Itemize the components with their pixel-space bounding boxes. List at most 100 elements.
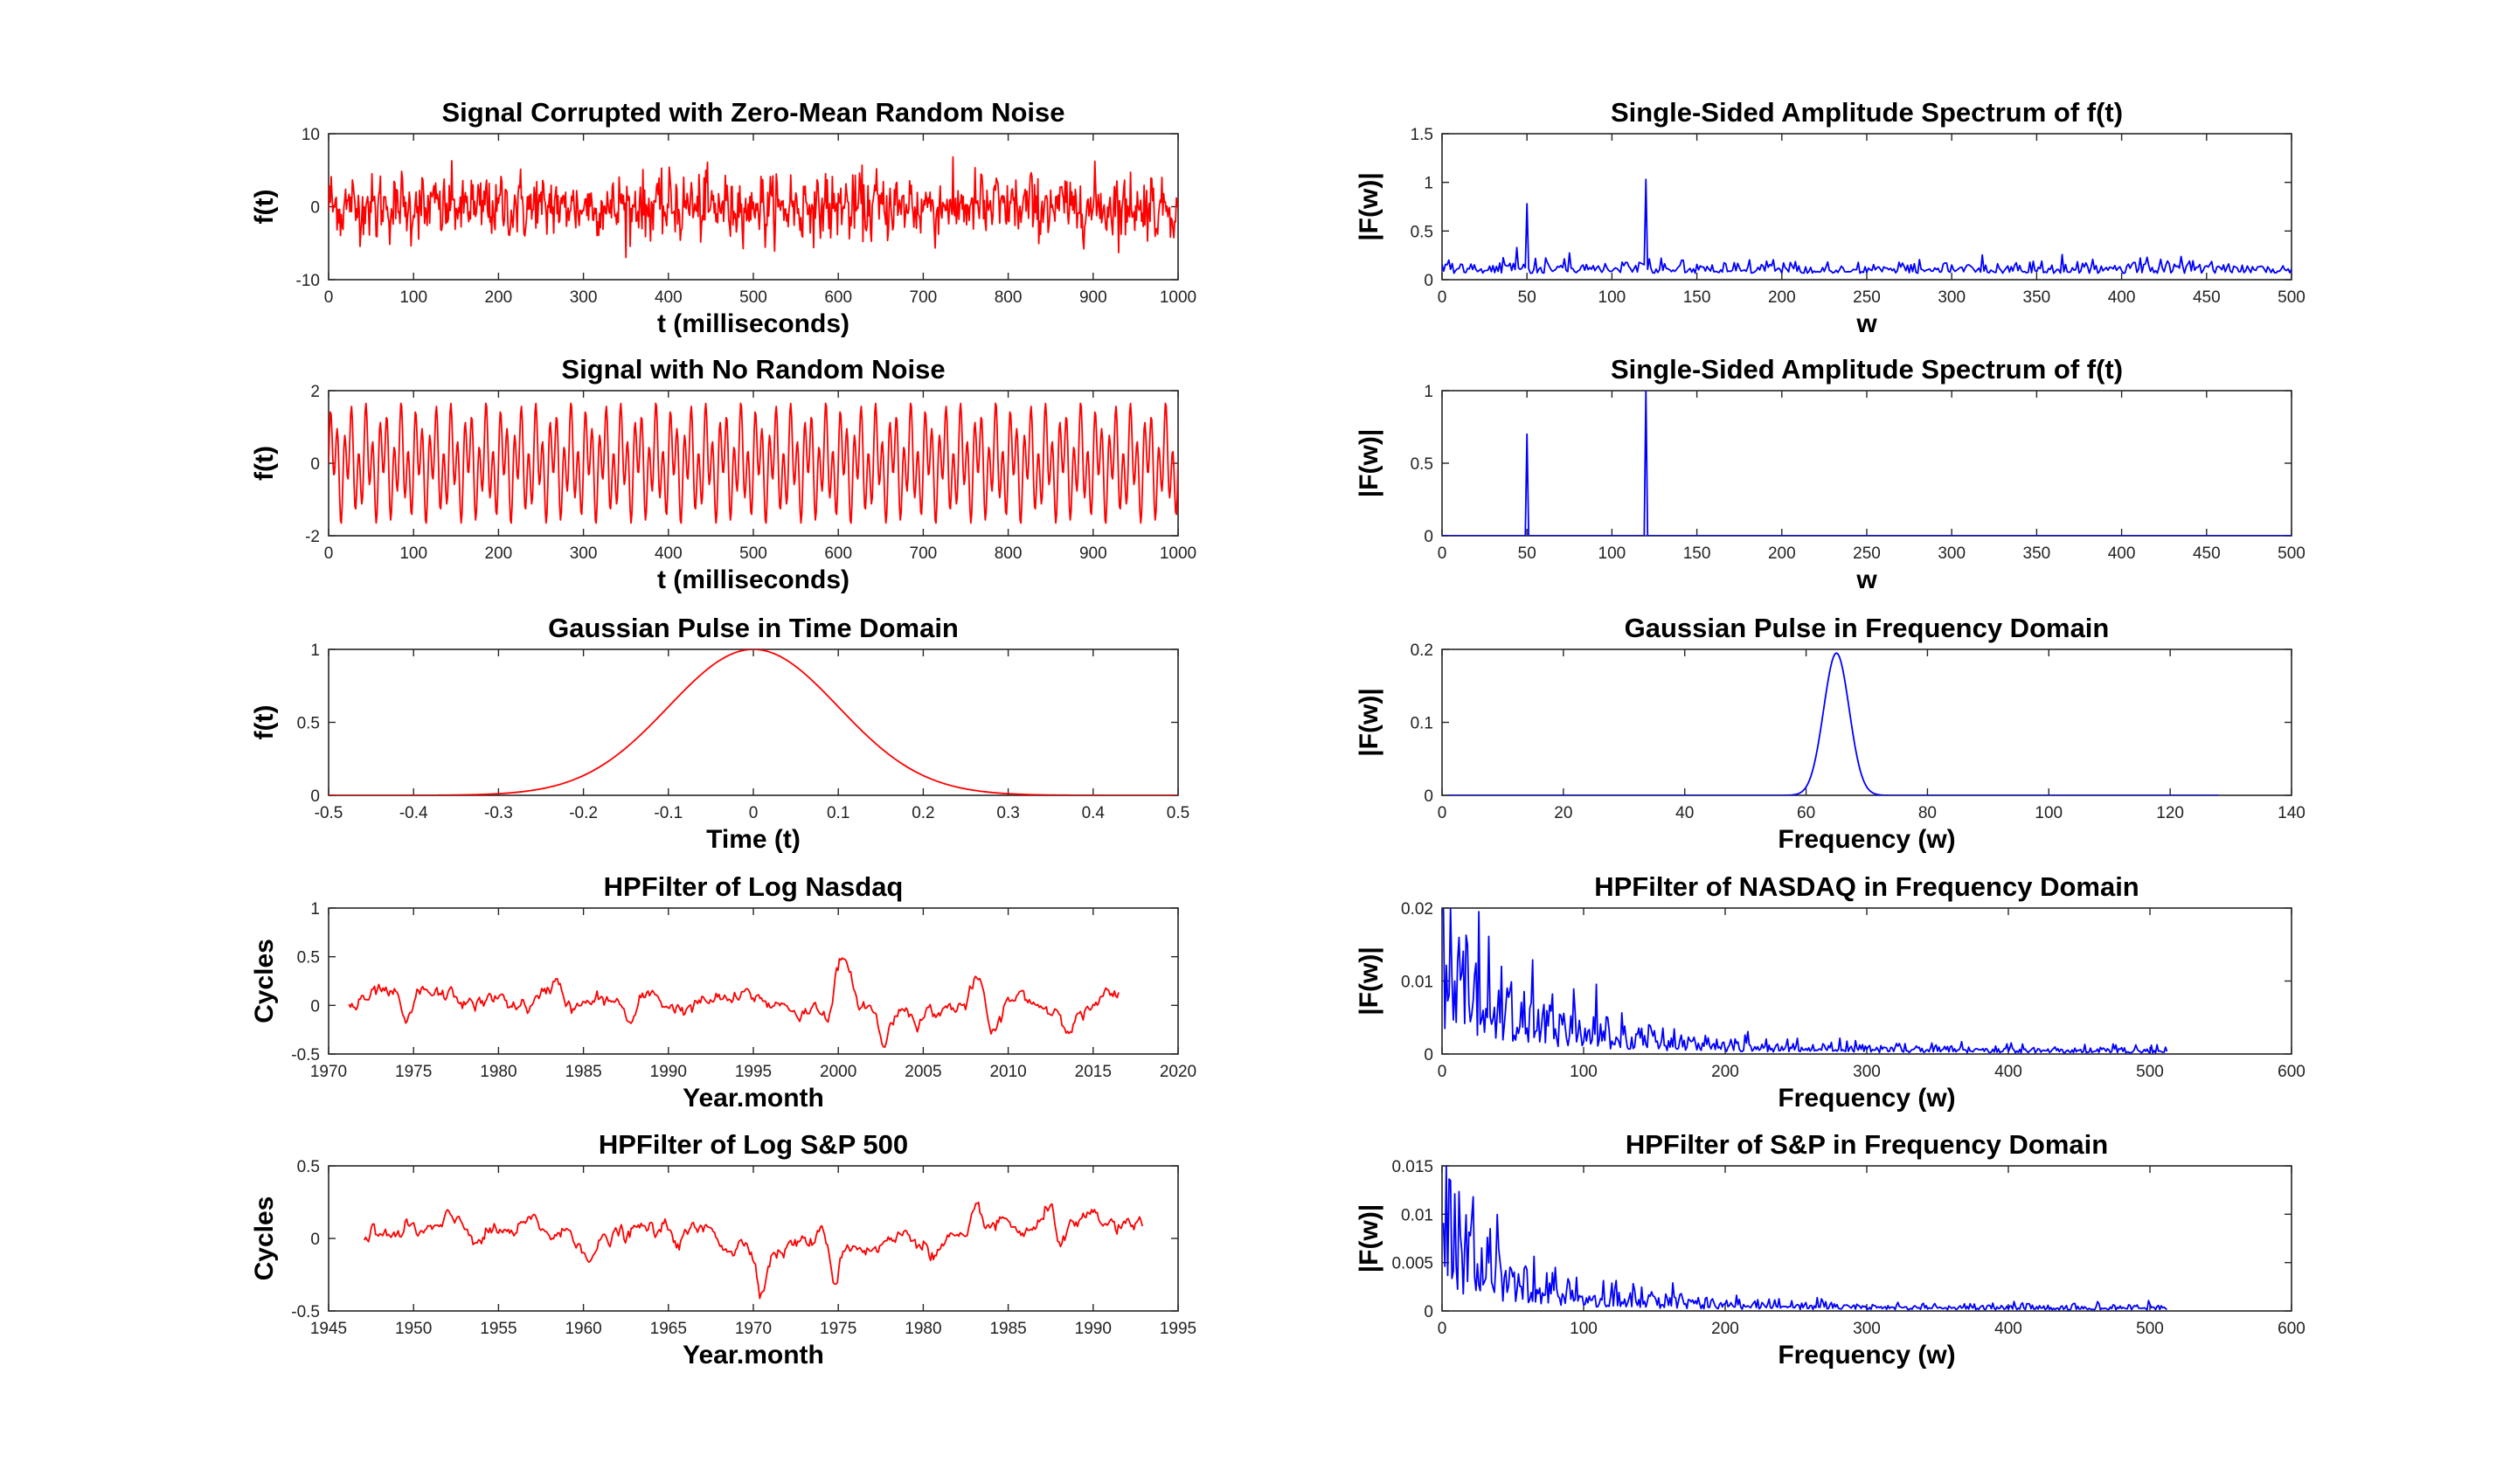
y-tick-label: 1 <box>1424 383 1433 401</box>
y-tick-label: 0.02 <box>1401 900 1433 919</box>
series-line-0 <box>329 402 1178 524</box>
plot-area <box>328 648 1179 796</box>
x-axis-label: Time (t) <box>706 825 801 854</box>
x-tick-label: 600 <box>2278 1063 2306 1081</box>
chart-panel-clean-spectrum: 0 50 100 150 200 250 300 350 400 450 500 0 0.5 1 Singl… <box>1355 354 2306 594</box>
x-tick-label: -0.5 <box>315 804 343 822</box>
x-tick-label: 200 <box>1711 1063 1739 1081</box>
x-tick-label: 400 <box>1994 1063 2022 1081</box>
x-tick-label: 120 <box>2156 804 2184 822</box>
plot-area <box>328 907 1179 1055</box>
x-tick-label: -0.2 <box>569 804 598 822</box>
chart-title: Gaussian Pulse in Time Domain <box>548 613 959 643</box>
chart-title: HPFilter of Log Nasdaq <box>604 871 904 902</box>
chart-panel-nasdaq-cycles: 1970 1975 1980 1985 1990 1995 2000 2005 2010 2015… <box>250 871 1196 1113</box>
x-tick-label: 300 <box>1853 1063 1881 1081</box>
x-tick-label: -0.4 <box>399 804 428 822</box>
x-tick-label: 500 <box>2136 1320 2164 1338</box>
x-tick-label: 300 <box>570 544 598 563</box>
x-tick-label: 1970 <box>310 1063 347 1081</box>
y-tick-label: 0 <box>1424 1046 1433 1064</box>
x-tick-label: 1995 <box>735 1063 772 1081</box>
y-tick-label: 1.5 <box>1411 126 1433 144</box>
y-tick-label: 0.5 <box>297 1158 320 1176</box>
chart-title: Signal with No Random Noise <box>561 354 945 385</box>
x-axis-label: Frequency (w) <box>1778 1084 1955 1113</box>
x-tick-label: 60 <box>1797 804 1815 822</box>
x-tick-label: 500 <box>739 288 767 307</box>
x-tick-label: 1995 <box>1160 1320 1196 1338</box>
x-tick-label: 0 <box>1438 804 1447 822</box>
y-tick-label: 0 <box>1424 1303 1433 1321</box>
x-tick-label: 1945 <box>310 1320 347 1338</box>
chart-panel-clean-signal: 0 100 200 300 400 500 600 700 800 900 1000-202Sign… <box>250 354 1196 594</box>
x-tick-label: 500 <box>2136 1063 2164 1081</box>
x-tick-label: 0.1 <box>827 804 849 822</box>
x-tick-label: 400 <box>2108 544 2136 563</box>
x-tick-label: 200 <box>1768 544 1796 563</box>
x-tick-label: 1000 <box>1160 544 1196 563</box>
x-tick-label: 1960 <box>565 1320 601 1338</box>
x-tick-label: 200 <box>1711 1320 1739 1338</box>
y-tick-label: 0.005 <box>1391 1255 1433 1273</box>
x-tick-label: 2020 <box>1160 1063 1196 1081</box>
x-tick-label: 500 <box>739 544 767 563</box>
x-tick-label: 0.2 <box>912 804 934 822</box>
x-axis-label: Frequency (w) <box>1778 1341 1955 1370</box>
chart-panel-sp-spectrum: 0 100 200 300 400 500 600 0 0.005 0.01 0.015 HPFilt… <box>1355 1129 2306 1370</box>
series-line-0 <box>1442 178 2292 274</box>
x-tick-label: 0 <box>1438 1320 1447 1338</box>
y-axis-label: |F(w)| <box>1355 172 1383 240</box>
x-tick-label: 0.3 <box>996 804 1019 822</box>
chart-title: HPFilter of S&P in Frequency Domain <box>1626 1129 2108 1160</box>
y-tick-label: 0.5 <box>1411 455 1433 474</box>
x-tick-label: 500 <box>2278 288 2306 307</box>
plot-area <box>1441 390 2292 537</box>
x-tick-label: 0 <box>1438 1063 1447 1081</box>
x-tick-label: 1980 <box>905 1320 941 1338</box>
series-line-0 <box>329 649 1178 795</box>
x-tick-label: 1950 <box>395 1320 432 1338</box>
x-tick-label: 0 <box>749 804 759 822</box>
x-tick-label: 1985 <box>565 1063 601 1081</box>
y-tick-label: -0.5 <box>291 1303 320 1321</box>
y-axis-label: f(t) <box>250 446 279 481</box>
x-tick-label: 250 <box>1853 544 1881 563</box>
chart-title: Signal Corrupted with Zero-Mean Random N… <box>441 97 1064 128</box>
x-tick-label: 80 <box>1918 804 1937 822</box>
x-tick-label: 100 <box>1570 1320 1598 1338</box>
x-tick-label: -0.3 <box>484 804 513 822</box>
x-tick-label: 400 <box>1994 1320 2022 1338</box>
y-tick-label: 1 <box>310 641 320 660</box>
y-tick-label: 0.2 <box>1411 641 1433 660</box>
y-tick-label: 0.01 <box>1401 1206 1433 1224</box>
x-tick-label: 450 <box>2193 544 2221 563</box>
y-tick-label: 10 <box>302 126 320 144</box>
x-tick-label: 700 <box>910 288 938 307</box>
chart-title: Gaussian Pulse in Frequency Domain <box>1625 613 2110 643</box>
y-axis-label: |F(w)| <box>1355 688 1383 756</box>
x-tick-label: 0 <box>324 288 334 307</box>
series-line-0 <box>364 1201 1144 1300</box>
y-tick-label: 0 <box>1424 787 1433 806</box>
x-tick-label: 900 <box>1079 288 1107 307</box>
x-tick-label: 100 <box>399 288 427 307</box>
chart-title: Single-Sided Amplitude Spectrum of f(t) <box>1611 97 2123 128</box>
x-tick-label: 0 <box>1438 544 1447 563</box>
x-tick-label: 200 <box>485 288 513 307</box>
x-tick-label: 400 <box>655 288 683 307</box>
x-tick-label: 600 <box>824 288 852 307</box>
chart-title: HPFilter of Log S&P 500 <box>599 1129 908 1160</box>
x-tick-label: 100 <box>1598 288 1626 307</box>
y-axis-label: f(t) <box>250 190 279 225</box>
chart-title: HPFilter of NASDAQ in Frequency Domain <box>1594 871 2139 902</box>
plot-area <box>1441 648 2292 796</box>
plot-area <box>1441 1165 2292 1312</box>
x-tick-label: 350 <box>2023 288 2051 307</box>
x-tick-label: 400 <box>2108 288 2136 307</box>
x-tick-label: 600 <box>824 544 852 563</box>
x-tick-label: 300 <box>1938 544 1966 563</box>
x-tick-label: 300 <box>570 288 598 307</box>
x-tick-label: 150 <box>1683 544 1711 563</box>
